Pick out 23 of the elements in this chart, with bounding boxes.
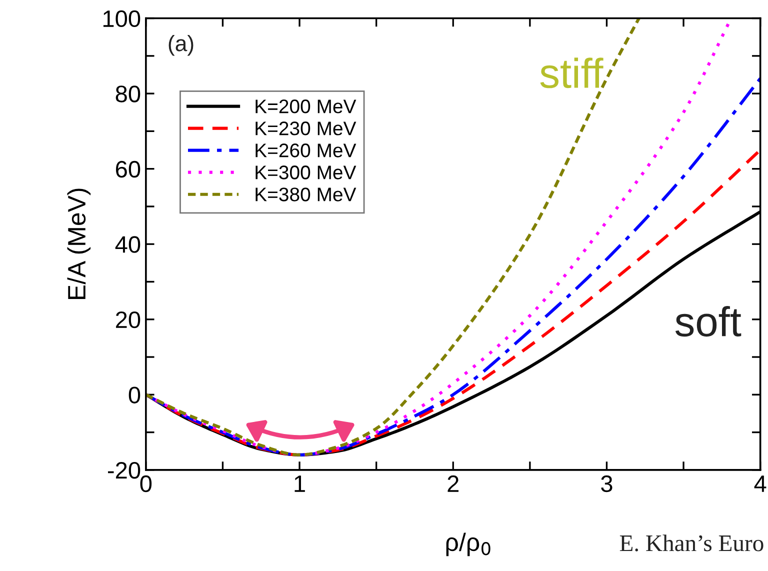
y-tick-label: 40: [115, 236, 140, 253]
y-tick-label: 80: [116, 86, 140, 102]
y-axis-title: E/A (MeV): [67, 188, 91, 300]
legend-label: K=300 MeV: [256, 166, 356, 180]
y-tick-label: 20: [116, 311, 140, 328]
legend-label: K=230 MeV: [256, 122, 356, 136]
y-tick-label: 0: [128, 386, 140, 404]
annotation: stiff: [540, 58, 604, 88]
legend-label: K=200 MeV: [256, 100, 356, 114]
x-axis-title: ρ/ρ$_{0}$: [446, 532, 490, 556]
legend-label: K=260 MeV: [256, 144, 356, 158]
y-tick-label: 60: [116, 160, 140, 178]
x-tick-label: 3: [601, 475, 612, 492]
y-tick-label: 100: [103, 10, 140, 28]
x-tick-label: 0: [140, 475, 152, 492]
y-tick-label: -20: [108, 462, 140, 479]
x-tick-label: 1: [294, 476, 305, 492]
annotation: soft: [675, 306, 742, 337]
text: E. Khan’s Euro: [620, 534, 764, 552]
annotation: (a): [168, 35, 194, 56]
x-tick-label: 4: [754, 476, 766, 492]
x-tick-label: 2: [448, 475, 458, 492]
legend-label: K=380 MeV: [256, 188, 356, 202]
